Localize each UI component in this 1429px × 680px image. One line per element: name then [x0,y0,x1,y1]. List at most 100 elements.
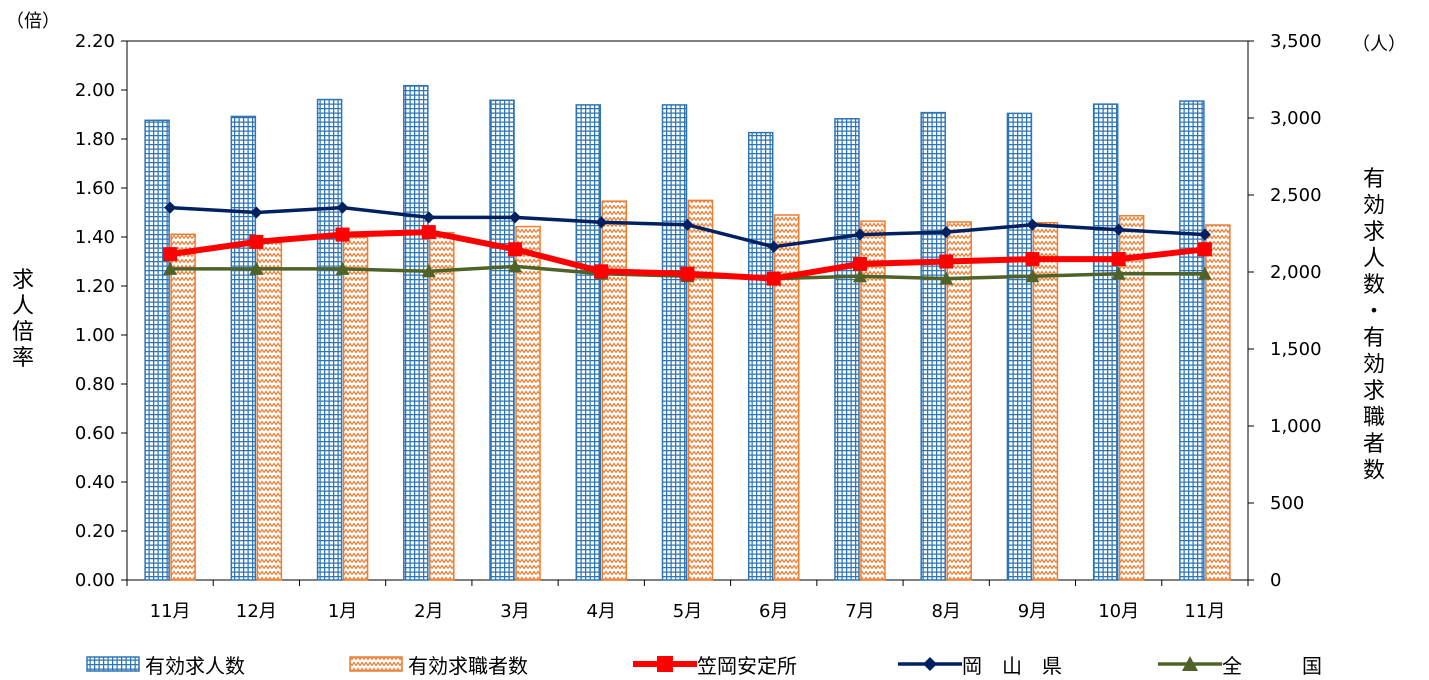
marker-national-8 [852,269,867,283]
legend-label-job-seekers: 有効求職者数 [408,653,528,678]
right-axis-unit: （人） [1352,34,1406,55]
marker-national-9 [939,271,954,285]
marker-kasaoka-3 [421,225,436,240]
x-tick-label-10: 9月 [1018,601,1047,622]
marker-okayama-12 [1198,228,1211,241]
left-tick-label-6: 1.20 [75,276,115,297]
legend-item-okayama: 岡 山 県 [898,648,1062,680]
marker-okayama-11 [1112,223,1125,236]
bar-job-openings-2 [316,98,343,581]
marker-okayama-7 [767,240,780,253]
legend-label-job-openings: 有効求人数 [145,653,245,678]
x-tick-label-6: 5月 [673,601,702,622]
bar-job-openings-6 [661,104,688,581]
marker-okayama-1 [250,206,263,219]
right-axis-title: 有効求人数・有効求職者数 [1363,167,1385,484]
marker-okayama-9 [940,226,953,239]
bar-job-seekers-6 [687,199,714,581]
bar-job-openings-10 [1006,112,1033,581]
x-tick-label-2: 1月 [328,601,357,622]
left-tick-label-5: 1.00 [75,325,115,346]
bar-job-seekers-10 [1032,221,1059,581]
bar-job-seekers-7 [773,214,800,581]
legend-item-national: 全 国 [1158,648,1322,680]
legend-swatch-job-seekers [348,655,404,673]
bar-job-openings-0 [144,119,170,581]
right-tick-label-6: 3,000 [1270,108,1322,129]
legend-label-kasaoka: 笠岡安定所 [697,653,797,678]
bar-job-seekers-1 [256,238,283,581]
x-tick-label-0: 11月 [150,601,191,622]
marker-okayama-3 [422,211,435,224]
bar-job-openings-9 [920,111,946,581]
bar-job-seekers-4 [515,225,541,581]
marker-kasaoka-9 [939,254,954,269]
marker-okayama-6 [681,218,694,231]
marker-national-3 [421,264,436,278]
right-tick-label-3: 1,500 [1270,339,1322,360]
marker-kasaoka-10 [1025,252,1040,267]
marker-kasaoka-12 [1197,242,1212,257]
bar-job-openings-1 [230,115,257,581]
marker-kasaoka-5 [594,264,609,279]
left-axis-title: 求人倍率 [12,268,34,371]
plot-area-border [126,40,1249,581]
bar-job-openings-7 [747,131,774,581]
left-tick-label-2: 0.40 [75,472,115,493]
marker-okayama-5 [595,216,608,229]
bar-job-openings-11 [1092,103,1119,581]
bar-job-seekers-12 [1205,224,1231,581]
left-axis-unit: （倍） [6,11,60,32]
x-tick-label-4: 3月 [500,601,529,622]
combo-chart: 0.00 0.20 0.40 0.60 0.80 1.00 1.20 1.40 1.60 1.80… [6,11,1406,622]
marker-kasaoka-4 [508,242,523,257]
right-tick-label-0: 0 [1270,570,1281,591]
marker-okayama-8 [853,228,866,241]
x-tick-label-5: 4月 [587,601,616,622]
legend-item-kasaoka: 笠岡安定所 [633,648,797,680]
x-tick-label-7: 6月 [759,601,788,622]
x-tick-label-3: 2月 [414,601,443,622]
right-tick-label-5: 2,500 [1270,185,1322,206]
bar-job-seekers-9 [946,221,972,581]
left-tick-label-9: 1.80 [75,129,115,150]
legend: 有効求人数 有効求職者数 笠岡安定所 岡 山 県 全 国 [0,648,1429,680]
marker-kasaoka-6 [680,266,695,281]
marker-okayama-4 [509,211,522,224]
marker-national-1 [249,261,264,275]
bar-job-openings-5 [575,104,602,581]
x-tick-label-9: 8月 [931,601,960,622]
marker-national-0 [163,261,178,275]
right-tick-label-4: 2,000 [1270,262,1322,283]
legend-item-job-seekers: 有効求職者数 [348,648,528,680]
left-tick-label-8: 1.60 [75,178,115,199]
bar-job-seekers-2 [342,236,369,581]
right-tick-label-2: 1,000 [1270,416,1322,437]
left-tick-label-4: 0.80 [75,374,115,395]
legend-marker-kasaoka [633,656,697,672]
legend-marker-okayama [898,657,962,671]
bar-job-openings-12 [1179,100,1205,581]
bar-job-seekers-3 [429,231,455,581]
legend-marker-national [1158,656,1222,671]
axes-group: 0.00 0.20 0.40 0.60 0.80 1.00 1.20 1.40 1.60 1.80… [6,11,1406,622]
marker-national-2 [335,261,350,275]
left-tick-label-1: 0.20 [75,521,115,542]
marker-national-12 [1197,266,1212,280]
right-tick-label-1: 500 [1270,493,1304,514]
x-tick-label-8: 7月 [845,601,874,622]
legend-swatch-job-openings [85,655,141,673]
x-tick-label-12: 11月 [1184,601,1225,622]
legend-label-national: 全 国 [1222,653,1322,678]
left-tick-label-7: 1.40 [75,227,115,248]
bar-job-openings-4 [489,99,515,581]
marker-national-4 [508,259,523,273]
left-tick-label-3: 0.60 [75,423,115,444]
bar-job-openings-8 [834,118,860,581]
left-tick-label-10: 2.00 [75,80,115,101]
marker-okayama-2 [336,201,349,214]
marker-kasaoka-2 [335,227,350,242]
bar-job-seekers-0 [170,233,196,581]
left-tick-label-11: 2.20 [75,31,115,52]
x-tick-label-1: 12月 [236,601,277,622]
